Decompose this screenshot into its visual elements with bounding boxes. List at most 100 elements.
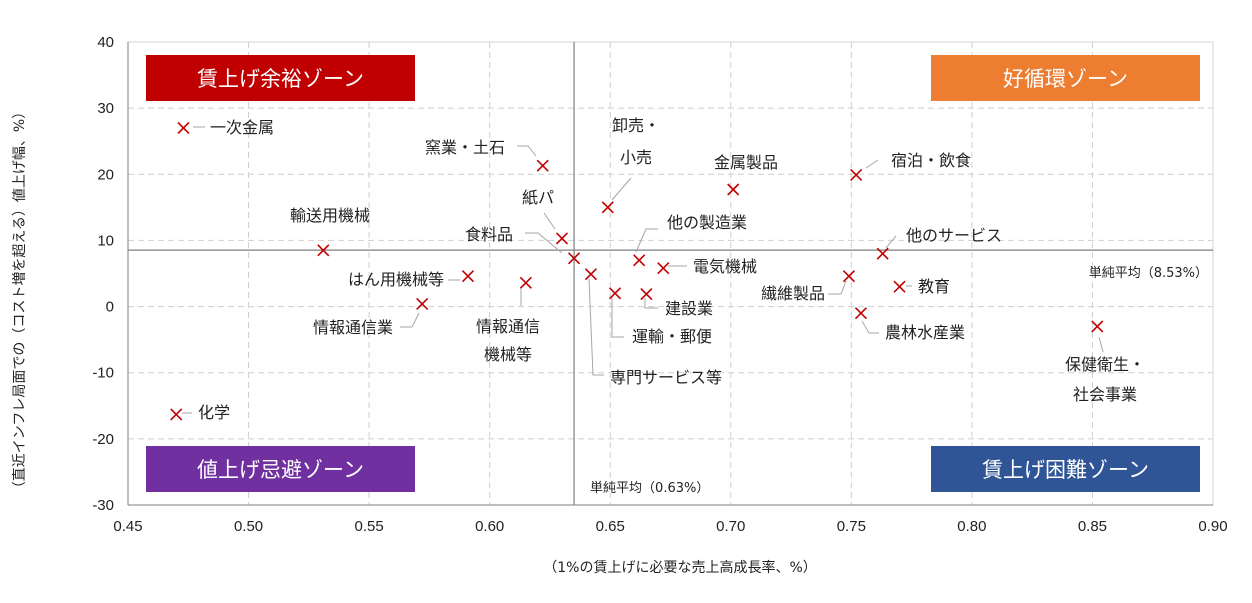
average-y-label: 単純平均（8.53%） — [1089, 265, 1208, 281]
x-tick-label: 0.55 — [355, 518, 384, 535]
data-point-label: 電気機械 — [693, 257, 757, 276]
zone-label: 賃上げ余裕ゾーン — [197, 67, 364, 91]
zone-box — [146, 446, 415, 492]
data-point-label: はん用機械等 — [348, 270, 444, 289]
leader-line — [517, 145, 537, 157]
x-tick-label: 0.75 — [837, 518, 866, 535]
data-point-label: 紙パ — [522, 188, 554, 207]
data-point-label: 他の製造業 — [667, 213, 747, 232]
marker-stroke — [584, 268, 597, 281]
data-point-marker — [842, 270, 855, 283]
x-tick-label: 0.60 — [475, 518, 504, 535]
y-tick-label: -30 — [92, 497, 114, 514]
data-point-label: 窯業・土石 — [425, 138, 505, 157]
data-point-marker — [876, 247, 889, 260]
grid — [127, 41, 1214, 506]
marker-stroke — [536, 159, 549, 172]
leader-line — [611, 177, 632, 201]
marker-stroke — [177, 121, 190, 135]
data-point-marker — [850, 168, 863, 182]
marker-stroke — [519, 276, 532, 289]
leader-line — [611, 298, 624, 338]
data-point-label: 卸売・ — [612, 116, 660, 135]
y-tick-label: -10 — [92, 365, 114, 382]
data-point-label: 宿泊・飲食 — [891, 151, 971, 170]
marker-stroke — [842, 270, 855, 283]
data-point-marker — [854, 307, 868, 320]
data-point-marker — [170, 408, 183, 421]
data-points — [170, 121, 1104, 421]
marker-stroke — [416, 297, 429, 310]
leader-line — [644, 298, 658, 309]
data-point-label: 金属製品 — [714, 153, 778, 172]
data-point-marker — [633, 254, 646, 267]
leader-line — [400, 312, 420, 328]
data-point-label: 保健衛生・ — [1065, 355, 1145, 374]
data-point-label: 一次金属 — [210, 118, 274, 137]
data-point-marker — [1091, 320, 1104, 333]
marker-stroke — [640, 287, 653, 301]
data-point-label: 輸送用機械 — [290, 206, 370, 225]
data-point-marker — [317, 244, 330, 257]
y-tick-label: -20 — [92, 431, 114, 448]
y-axis-label: （直近インフレ局面での（コスト増を超える）値上げ幅、%） — [11, 105, 28, 495]
x-tick-label: 0.50 — [234, 518, 263, 535]
data-point-marker — [657, 262, 670, 275]
x-tick-label: 0.80 — [957, 518, 986, 535]
leader-line — [861, 320, 879, 334]
data-point-label: 建設業 — [665, 299, 713, 318]
leader-lines — [182, 126, 1104, 414]
x-tick-label: 0.45 — [113, 518, 142, 535]
data-point-marker — [584, 268, 597, 281]
zone-box — [146, 55, 415, 101]
y-tick-label: 20 — [97, 166, 114, 183]
axis-ticks: 0.45 0.50 0.55 0.60 0.65 0.70 0.75 0.80 0.85 0.90… — [92, 34, 1227, 535]
marker-stroke — [876, 247, 889, 260]
marker-stroke — [567, 252, 581, 265]
data-point-marker — [519, 276, 532, 289]
zone-box — [931, 446, 1200, 492]
marker-stroke — [317, 244, 330, 257]
data-point-label: 情報通信 — [476, 317, 540, 336]
marker-stroke — [1091, 320, 1104, 333]
data-point-label: 社会事業 — [1073, 385, 1137, 404]
marker-stroke — [601, 201, 614, 214]
y-tick-label: 40 — [97, 34, 114, 51]
data-point-marker — [640, 287, 653, 301]
marker-stroke — [633, 254, 646, 267]
marker-stroke — [727, 183, 740, 196]
marker-stroke — [893, 280, 906, 293]
data-point-marker — [608, 287, 622, 300]
data-point-label: 他のサービス — [906, 226, 1002, 245]
y-tick-label: 0 — [106, 299, 114, 316]
plot-frame — [127, 41, 1214, 506]
x-tick-label: 0.65 — [596, 518, 625, 535]
leader-line — [1098, 336, 1104, 353]
data-point-marker — [177, 121, 190, 135]
data-point-label: 食料品 — [465, 225, 513, 244]
marker-stroke — [170, 408, 183, 421]
data-point-marker — [416, 297, 429, 310]
data-point-label: 専門サービス等 — [610, 368, 722, 387]
data-point-marker — [893, 280, 906, 293]
data-point-label: 機械等 — [484, 345, 532, 364]
marker-stroke — [461, 270, 475, 283]
zone-label: 値上げ忌避ゾーン — [197, 458, 364, 482]
zone-label: 好循環ゾーン — [1003, 67, 1128, 91]
data-point-label: 運輸・郵便 — [632, 327, 712, 346]
marker-stroke — [608, 287, 622, 300]
data-point-label: 小売 — [620, 148, 652, 167]
data-point-marker — [536, 159, 549, 172]
data-point-marker — [601, 201, 614, 214]
y-tick-label: 10 — [97, 232, 114, 249]
data-point-label: 情報通信業 — [313, 318, 393, 337]
leader-line — [525, 232, 563, 254]
x-tick-label: 0.70 — [716, 518, 745, 535]
data-point-marker — [461, 270, 475, 283]
leader-line — [865, 159, 879, 169]
data-point-marker — [555, 232, 569, 245]
data-point-label: 農林水産業 — [885, 323, 965, 342]
